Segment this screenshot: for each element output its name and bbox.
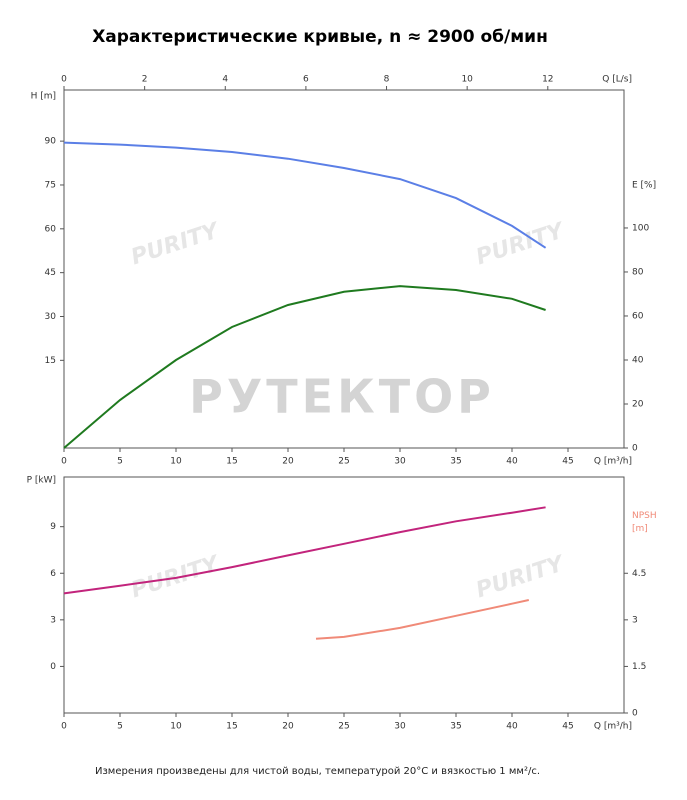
y-tick-label: 30 — [45, 312, 57, 322]
y-tick-label: 15 — [45, 356, 56, 366]
watermark: PURITY — [473, 218, 568, 270]
x2-tick-label: 8 — [384, 75, 390, 85]
y-tick-label: 0 — [50, 662, 56, 672]
curve — [63, 141, 547, 249]
y-tick-label: 3 — [50, 615, 56, 625]
x-tick-label: 45 — [562, 457, 573, 467]
watermark: PURITY — [473, 551, 568, 603]
x-tick-label: 35 — [450, 722, 461, 732]
x2-tick-label: 10 — [461, 75, 473, 85]
y2-tick-label: 3 — [632, 615, 638, 625]
y2-tick-label: 4.5 — [632, 569, 646, 579]
y-tick-label: 6 — [50, 569, 56, 579]
y2-axis-label: E [%] — [632, 181, 656, 191]
y2-tick-label: 80 — [632, 267, 644, 277]
y2-tick-label: 0 — [632, 709, 638, 719]
x-tick-label: 15 — [226, 457, 237, 467]
x-tick-label: 45 — [562, 722, 573, 732]
y-tick-label: 90 — [45, 137, 57, 147]
x-tick-label: 10 — [170, 457, 182, 467]
x-tick-label: 0 — [61, 457, 67, 467]
y2-tick-label: 100 — [632, 223, 649, 233]
x-tick-label: 40 — [506, 457, 518, 467]
curve — [63, 285, 546, 449]
x2-tick-label: 6 — [303, 75, 309, 85]
watermark: РУТЕКТОР — [189, 370, 495, 424]
x-tick-label: 10 — [170, 722, 182, 732]
chart-title: Характеристические кривые, n ≈ 2900 об/м… — [92, 27, 548, 47]
watermark: PURITY — [128, 218, 223, 270]
y-tick-label: 60 — [45, 224, 57, 234]
x2-tick-label: 12 — [542, 75, 553, 85]
x-tick-label: 30 — [394, 722, 406, 732]
x-tick-label: 30 — [394, 457, 406, 467]
y-axis-label: H [m] — [31, 92, 56, 102]
x-tick-label: 20 — [282, 457, 294, 467]
y-axis-label: P [kW] — [27, 476, 56, 486]
x-tick-label: 0 — [61, 722, 67, 732]
x2-tick-label: 2 — [142, 75, 148, 85]
y2-tick-label: 20 — [632, 399, 644, 409]
x-tick-label: 5 — [117, 722, 123, 732]
x-tick-label: 20 — [282, 722, 294, 732]
curve — [63, 506, 546, 595]
x-tick-label: 25 — [338, 722, 349, 732]
footnote: Измерения произведены для чистой воды, т… — [95, 766, 540, 777]
x-axis-label: Q [m³/h] — [594, 457, 632, 467]
x2-axis-label: Q [L/s] — [602, 75, 632, 85]
x-tick-label: 40 — [506, 722, 518, 732]
y2-tick-label: 0 — [632, 444, 638, 454]
curve — [315, 599, 530, 640]
x-tick-label: 35 — [450, 457, 461, 467]
y-tick-label: 75 — [45, 180, 56, 190]
x-tick-label: 15 — [226, 722, 237, 732]
y-tick-label: 9 — [50, 522, 56, 532]
y2-tick-label: 1.5 — [632, 662, 646, 672]
y2-tick-label: 40 — [632, 355, 644, 365]
x-tick-label: 25 — [338, 457, 349, 467]
x2-tick-label: 4 — [222, 75, 228, 85]
y-tick-label: 45 — [45, 268, 56, 278]
x2-tick-label: 0 — [61, 75, 67, 85]
x-tick-label: 5 — [117, 457, 123, 467]
y2-tick-label: 60 — [632, 311, 644, 321]
x-axis-label: Q [m³/h] — [594, 722, 632, 732]
y2-axis-label: NPSH [m] — [632, 511, 657, 534]
